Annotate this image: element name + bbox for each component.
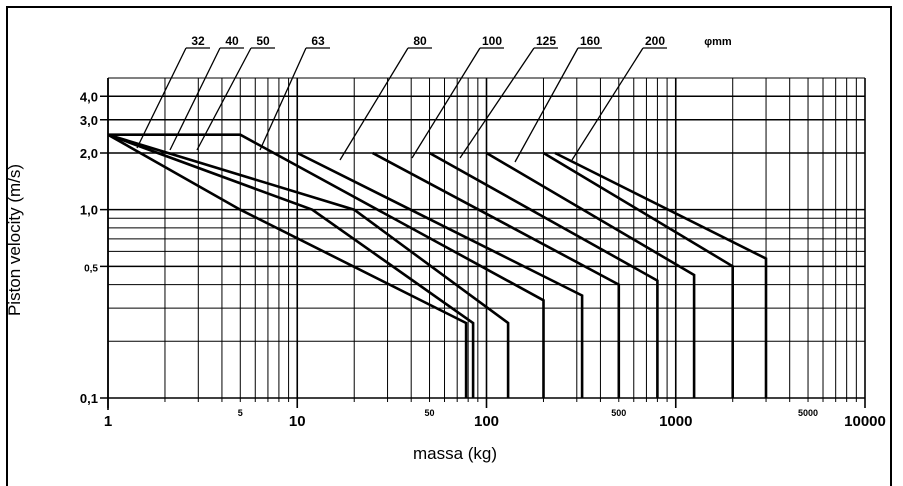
series-line-100 — [371, 151, 621, 398]
series-leader-line — [259, 47, 307, 151]
series-leader-line — [169, 47, 221, 151]
series-label: 80 — [413, 34, 427, 48]
series-label: 40 — [225, 34, 239, 48]
series-line-80 — [296, 151, 584, 398]
x-tick-label: 10 — [289, 413, 306, 430]
y-tick-label: 0,1 — [80, 391, 98, 406]
series-line-63 — [108, 133, 545, 398]
x-axis-title: massa (kg) — [412, 444, 498, 463]
series-line-125 — [428, 151, 659, 398]
x-minor-tick-label: 5 — [238, 408, 243, 418]
x-tick-label: 100 — [474, 413, 499, 430]
series-leader-line — [571, 47, 644, 161]
y-tick-label: 1,0 — [80, 203, 98, 218]
series-label: 50 — [256, 34, 270, 48]
series-line-40 — [107, 133, 475, 398]
series-line-160 — [485, 151, 696, 398]
series-line-32 — [107, 133, 468, 398]
y-tick-label: 4,0 — [80, 89, 98, 104]
series-label: 63 — [311, 34, 325, 48]
x-tick-label: 10000 — [844, 413, 886, 430]
series-label: 100 — [482, 34, 502, 48]
x-minor-tick-label: 5000 — [798, 408, 818, 418]
y-tick-label: 3,0 — [80, 113, 98, 128]
series-line-200 — [542, 151, 734, 398]
y-tick-label: 0,5 — [84, 263, 98, 274]
y-axis-title: Piston velocity (m/s) — [5, 163, 24, 317]
series-label: 32 — [191, 34, 205, 48]
series-leader-line — [514, 47, 579, 163]
chart-frame — [6, 6, 892, 486]
series-label: 200 — [645, 34, 665, 48]
series-label: 160 — [580, 34, 600, 48]
series-label: 125 — [536, 34, 556, 48]
series-leader-line — [459, 47, 535, 159]
series-leader-line — [339, 47, 409, 161]
x-tick-label: 1000 — [659, 413, 692, 430]
series-leader-line — [196, 47, 252, 151]
y-tick-label: 2,0 — [80, 146, 98, 161]
x-minor-tick-label: 50 — [425, 408, 435, 418]
series-unit-label: φmm — [704, 36, 732, 48]
series-line-50 — [107, 133, 510, 398]
x-minor-tick-label: 500 — [611, 408, 626, 418]
series-line-extra — [554, 151, 768, 398]
x-tick-label: 1 — [104, 413, 112, 430]
series-leader-line — [136, 47, 187, 149]
series-leader-line — [411, 47, 481, 159]
